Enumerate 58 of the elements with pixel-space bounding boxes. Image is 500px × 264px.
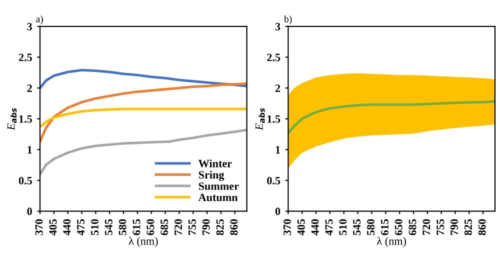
y-axis-title: E$_{abs}$ [7,108,17,130]
line-series [40,82,247,143]
y-tick-label: 0 [275,208,280,216]
legend-label: Sring [198,170,224,181]
x-tick-label: 755 [188,219,196,235]
x-tick-label: 685 [408,219,416,236]
x-tick-label: 580 [118,219,126,236]
y-tick-label: 3 [275,22,280,30]
x-tick-label: 825 [464,219,472,236]
x-tick-label: 475 [77,219,85,236]
x-tick-label: 825 [216,219,224,236]
x-tick-label: 790 [202,219,210,235]
x-tick-label: 650 [394,219,402,236]
x-axis-title: λ (nm) [128,236,158,248]
x-tick-label: 685 [160,219,168,236]
x-tick-label: 545 [353,219,361,236]
x-tick-label: 650 [146,219,154,236]
y-tick-label: 2 [27,84,32,92]
y-tick-label: 1 [28,146,32,154]
legend-label: Autumn [198,194,238,202]
chart-title: a) [36,15,43,24]
x-tick-label: 405 [297,219,305,236]
x-tick-label: 370 [283,219,291,236]
x-tick-label: 510 [90,219,98,236]
y-tick-label: 1.5 [19,115,32,123]
chart-title: b) [284,15,292,24]
line-series [40,68,247,90]
y-tick-label: 1.5 [268,115,280,123]
y-axis-title: E$_{abs}$ [256,108,265,130]
x-tick-label: 755 [436,219,444,235]
y-tick-label: 1 [276,146,280,154]
x-tick-label: 545 [104,219,112,236]
y-tick-label: 2 [275,84,280,92]
x-tick-label: 580 [366,219,374,236]
x-tick-label: 860 [478,219,486,236]
x-tick-label: 370 [35,219,43,236]
x-tick-label: 510 [339,219,347,236]
y-tick-label: 3 [27,22,32,30]
y-tick-label: 2.5 [18,54,32,62]
x-tick-label: 440 [63,219,71,236]
x-tick-label: 860 [230,219,238,236]
x-axis-title: λ (nm) [377,236,406,248]
x-tick-label: 440 [311,219,319,236]
legend-label: Winter [198,159,232,168]
x-tick-label: 615 [132,219,140,236]
x-tick-label: 475 [325,219,333,236]
x-tick-label: 615 [380,219,388,236]
line-series [288,100,495,134]
x-tick-label: 720 [174,219,182,235]
y-tick-label: 0.5 [267,176,280,184]
x-tick-label: 720 [422,219,430,235]
line-series [40,108,247,128]
x-tick-label: 790 [450,219,458,235]
y-tick-label: 0 [27,208,32,216]
legend-label: Summer [198,182,239,190]
y-tick-label: 2.5 [267,54,280,62]
x-tick-label: 405 [49,219,57,236]
y-tick-label: 0.5 [18,176,32,184]
